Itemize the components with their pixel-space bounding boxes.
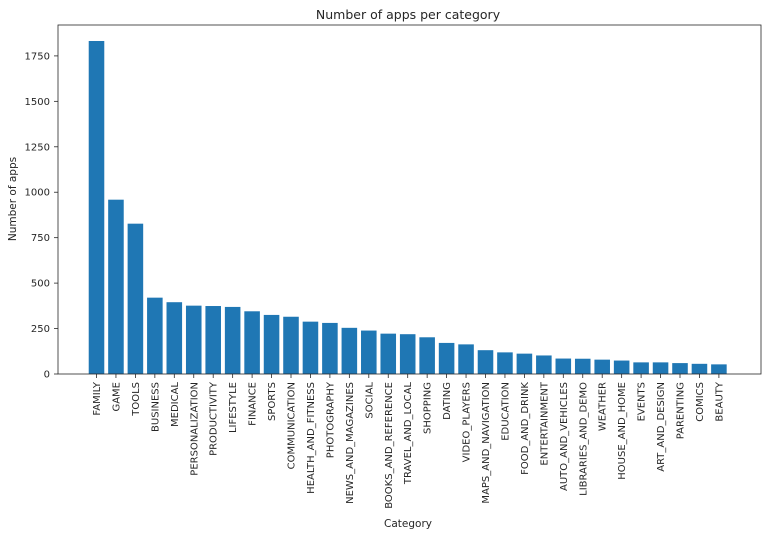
x-axis-label: Category xyxy=(384,518,432,530)
x-tick-label: SOCIAL xyxy=(364,382,375,419)
y-axis-label: Number of apps xyxy=(7,157,19,241)
bar-comics xyxy=(691,363,708,374)
bar-news-and-magazines xyxy=(341,327,358,374)
x-tick-label: BOOKS_AND_REFERENCE xyxy=(384,382,395,509)
x-axis-ticks: FAMILY GAME TOOLS BUSINESS MEDICAL PERSONALIZ… xyxy=(92,374,725,509)
x-tick-label: EDUCATION xyxy=(500,382,511,441)
y-tick-label: 750 xyxy=(31,233,50,244)
bar-finance xyxy=(244,311,260,374)
x-tick-label: PHOTOGRAPHY xyxy=(325,381,336,458)
bar-video-players xyxy=(458,344,474,374)
x-tick-label: NEWS_AND_MAGAZINES xyxy=(345,382,356,504)
bar-personalization xyxy=(185,305,202,374)
bar-productivity xyxy=(205,306,221,374)
x-tick-label: PARENTING xyxy=(676,382,687,439)
x-tick-label: TRAVEL_AND_LOCAL xyxy=(403,382,414,486)
bar-beauty xyxy=(711,364,727,374)
bar-travel-and-local xyxy=(399,334,416,374)
x-tick-label: ENTERTAINMENT xyxy=(539,381,550,465)
x-tick-label: LIFESTYLE xyxy=(228,382,239,433)
bar-dating xyxy=(438,342,455,374)
y-tick-label: 500 xyxy=(31,279,50,290)
bar-business xyxy=(147,297,163,374)
x-tick-label: BEAUTY xyxy=(714,381,725,421)
y-tick-label: 1000 xyxy=(25,188,50,199)
x-tick-label: EVENTS xyxy=(637,382,648,421)
bar-lifestyle xyxy=(224,306,241,374)
x-tick-label: DATING xyxy=(442,382,453,420)
x-tick-label: SHOPPING xyxy=(423,382,434,434)
x-tick-label: MEDICAL xyxy=(170,382,181,427)
x-tick-label: GAME xyxy=(111,382,122,412)
x-tick-label: FAMILY xyxy=(92,381,103,415)
y-tick-label: 1750 xyxy=(25,51,50,62)
bar-communication xyxy=(283,316,299,374)
y-tick-label: 1250 xyxy=(25,142,50,153)
bar-family xyxy=(88,40,105,374)
bar-game xyxy=(108,199,124,374)
x-tick-label: FINANCE xyxy=(248,382,259,426)
x-tick-label: BUSINESS xyxy=(150,382,161,432)
bar-health-and-fitness xyxy=(302,321,319,374)
bars xyxy=(88,40,727,374)
x-tick-label: WEATHER xyxy=(598,382,609,431)
bar-art-and-design xyxy=(652,362,669,374)
x-tick-label: HEALTH_AND_FITNESS xyxy=(306,382,317,494)
bar-house-and-home xyxy=(613,360,630,374)
bar-tools xyxy=(127,223,144,374)
bar-medical xyxy=(166,302,183,374)
bar-entertainment xyxy=(536,355,552,374)
y-tick-label: 1500 xyxy=(25,97,50,108)
x-tick-label: SPORTS xyxy=(267,382,278,421)
x-tick-label: VIDEO_PLAYERS xyxy=(462,382,473,462)
x-tick-label: FOOD_AND_DRINK xyxy=(520,382,531,475)
bar-social xyxy=(361,330,377,374)
bar-parenting xyxy=(672,363,688,374)
plot-frame xyxy=(57,24,762,375)
x-tick-label: TOOLS xyxy=(131,382,142,417)
x-tick-label: PRODUCTIVITY xyxy=(209,381,220,456)
x-tick-label: HOUSE_AND_HOME xyxy=(617,382,628,480)
chart-title: Number of apps per category xyxy=(316,7,501,22)
bar-maps-and-navigation xyxy=(477,350,494,374)
y-axis-ticks: 0 250 500 750 1000 1250 1500 1750 xyxy=(25,51,58,381)
bar-sports xyxy=(263,314,280,374)
x-tick-label: MAPS_AND_NAVIGATION xyxy=(481,382,492,504)
y-tick-label: 0 xyxy=(44,370,50,381)
bar-auto-and-vehicles xyxy=(555,358,572,374)
y-tick-label: 250 xyxy=(31,324,50,335)
bar-books-and-reference xyxy=(380,333,397,374)
bar-education xyxy=(497,352,513,374)
x-tick-label: COMMUNICATION xyxy=(287,382,298,469)
bar-photography xyxy=(322,322,338,374)
bar-weather xyxy=(594,359,610,374)
x-tick-label: AUTO_AND_VEHICLES xyxy=(559,382,570,491)
x-tick-label: LIBRARIES_AND_DEMO xyxy=(578,382,589,496)
bar-food-and-drink xyxy=(516,353,533,374)
bar-shopping xyxy=(419,337,435,374)
x-tick-label: COMICS xyxy=(695,382,706,422)
bar-libraries-and-demo xyxy=(574,358,591,374)
bar-events xyxy=(633,362,649,374)
x-tick-label: ART_AND_DESIGN xyxy=(656,382,667,472)
x-tick-label: PERSONALIZATION xyxy=(189,382,200,476)
